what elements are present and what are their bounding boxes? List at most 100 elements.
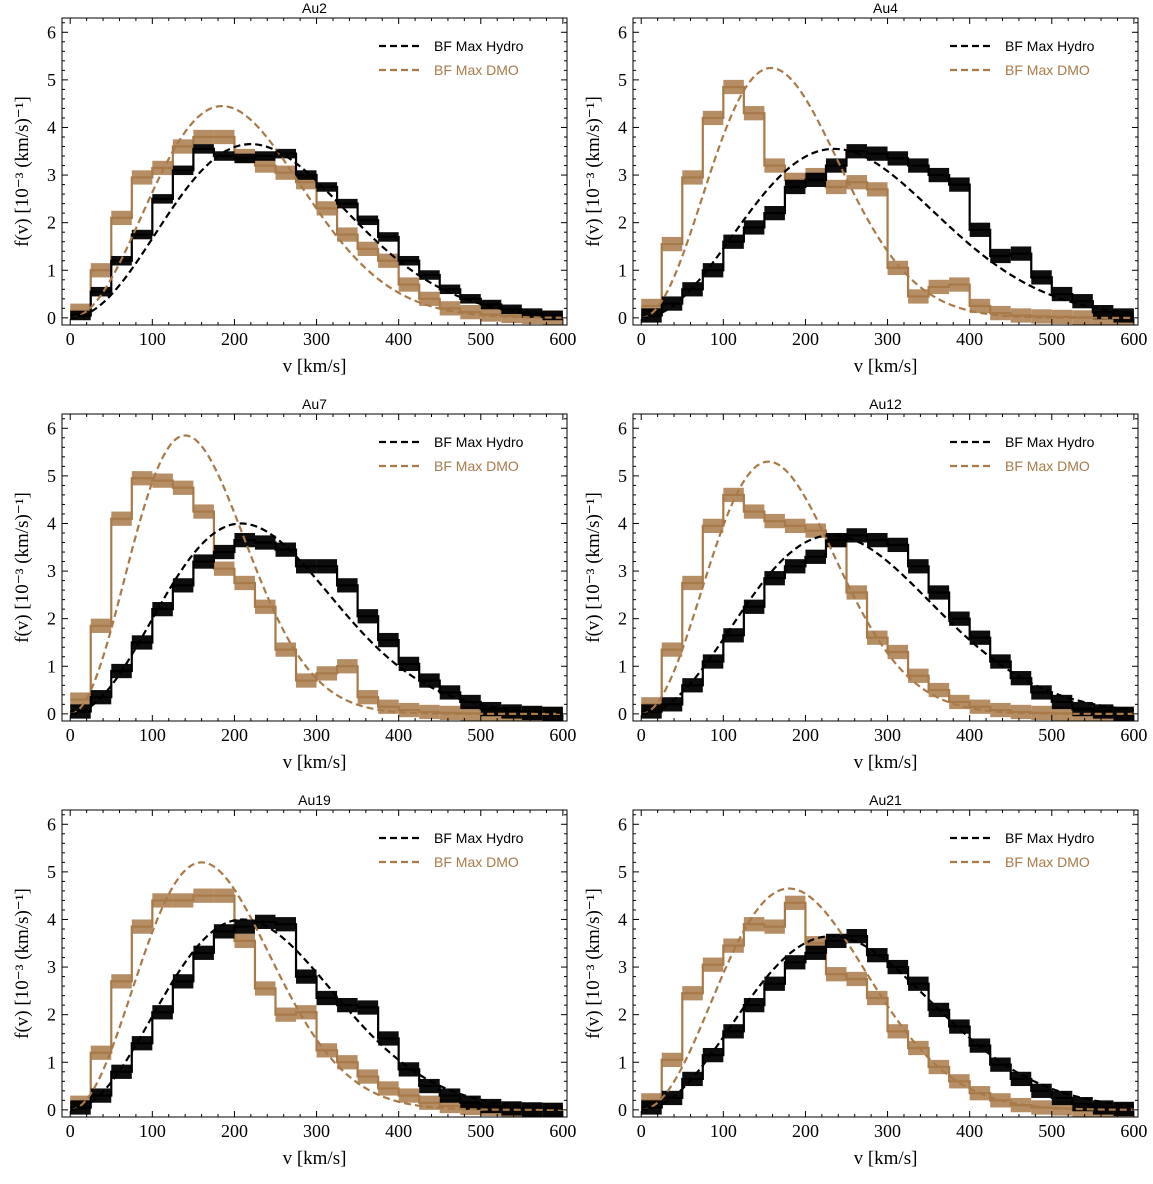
y-tick-label: 6 bbox=[618, 418, 627, 438]
y-tick-label: 0 bbox=[618, 1100, 627, 1120]
hydro-fit-curve bbox=[641, 935, 1134, 1111]
panel-title: Au19 bbox=[298, 792, 331, 808]
dmo-fit-curve bbox=[70, 861, 563, 1111]
dmo-fit-curve bbox=[641, 460, 1134, 715]
x-axis-label: v [km/s] bbox=[283, 752, 347, 773]
y-axis-label: f(v) [10⁻³ (km/s)⁻¹] bbox=[583, 492, 604, 643]
x-axis-label: v [km/s] bbox=[854, 356, 918, 377]
y-tick-label: 3 bbox=[618, 957, 627, 977]
x-tick-label: 100 bbox=[139, 329, 166, 349]
y-axis-label: f(v) [10⁻³ (km/s)⁻¹] bbox=[12, 492, 33, 643]
legend-dmo-label: BF Max DMO bbox=[1005, 458, 1090, 474]
y-tick-label: 1 bbox=[618, 1052, 627, 1072]
x-tick-label: 300 bbox=[303, 329, 330, 349]
legend-hydro-label: BF Max Hydro bbox=[434, 434, 524, 450]
x-tick-label: 600 bbox=[549, 329, 576, 349]
y-tick-label: 3 bbox=[47, 561, 56, 581]
x-tick-label: 500 bbox=[467, 329, 494, 349]
x-tick-label: 100 bbox=[710, 1121, 737, 1141]
x-axis-label: v [km/s] bbox=[283, 356, 347, 377]
x-tick-label: 600 bbox=[549, 725, 576, 745]
legend: BF Max Hydro BF Max DMO bbox=[379, 830, 524, 870]
y-tick-label: 4 bbox=[618, 909, 627, 929]
dmo-step-line bbox=[70, 477, 563, 715]
dmo-fit-curve bbox=[641, 887, 1134, 1111]
y-tick-label: 2 bbox=[47, 213, 56, 233]
y-tick-label: 0 bbox=[47, 704, 56, 724]
y-tick-label: 6 bbox=[47, 22, 56, 42]
hydro-histogram bbox=[70, 914, 563, 1117]
x-tick-label: 100 bbox=[710, 725, 737, 745]
y-tick-label: 4 bbox=[47, 909, 56, 929]
y-tick-label: 1 bbox=[618, 656, 627, 676]
x-tick-label: 400 bbox=[956, 1121, 983, 1141]
x-tick-label: 0 bbox=[66, 329, 75, 349]
y-tick-label: 5 bbox=[47, 466, 56, 486]
legend-dmo-label: BF Max DMO bbox=[434, 62, 519, 78]
panel-title: Au4 bbox=[873, 0, 898, 16]
ticks bbox=[633, 414, 1138, 721]
y-tick-label: 0 bbox=[618, 704, 627, 724]
plot-area bbox=[70, 434, 563, 721]
x-tick-label: 200 bbox=[792, 1121, 819, 1141]
plot-area bbox=[641, 887, 1134, 1117]
hydro-histogram bbox=[641, 528, 1134, 721]
x-tick-label: 600 bbox=[549, 1121, 576, 1141]
x-axis-label: v [km/s] bbox=[854, 1148, 918, 1169]
legend-dmo-label: BF Max DMO bbox=[1005, 62, 1090, 78]
y-tick-label: 5 bbox=[618, 70, 627, 90]
y-axis-label: f(v) [10⁻³ (km/s)⁻¹] bbox=[583, 96, 604, 247]
y-tick-label: 2 bbox=[618, 609, 627, 629]
hydro-fit-curve bbox=[641, 147, 1135, 319]
legend: BF Max Hydro BF Max DMO bbox=[379, 38, 524, 78]
legend-dmo-label: BF Max DMO bbox=[1005, 854, 1090, 870]
y-tick-label: 4 bbox=[618, 513, 627, 533]
panel-title: Au2 bbox=[302, 0, 327, 16]
hydro-step-line bbox=[70, 539, 563, 715]
legend-hydro-label: BF Max Hydro bbox=[1005, 38, 1095, 54]
x-tick-label: 300 bbox=[874, 1121, 901, 1141]
x-tick-label: 400 bbox=[385, 329, 412, 349]
y-tick-label: 2 bbox=[618, 1005, 627, 1025]
legend-hydro-label: BF Max Hydro bbox=[434, 830, 524, 846]
y-axis-label: f(v) [10⁻³ (km/s)⁻¹] bbox=[12, 888, 33, 1039]
x-tick-label: 400 bbox=[385, 1121, 412, 1141]
hydro-fit-curve bbox=[70, 918, 563, 1111]
x-tick-label: 500 bbox=[1038, 1121, 1065, 1141]
plot-frame bbox=[61, 413, 568, 722]
x-tick-label: 600 bbox=[1120, 329, 1147, 349]
x-tick-label: 300 bbox=[303, 725, 330, 745]
y-tick-label: 3 bbox=[47, 165, 56, 185]
plot-area bbox=[641, 460, 1134, 721]
x-tick-label: 200 bbox=[221, 1121, 248, 1141]
legend: BF Max Hydro BF Max DMO bbox=[950, 38, 1095, 78]
y-tick-label: 4 bbox=[618, 117, 627, 137]
x-tick-label: 100 bbox=[710, 329, 737, 349]
plot-area bbox=[70, 861, 563, 1117]
y-tick-label: 1 bbox=[47, 260, 56, 280]
dmo-fit-curve bbox=[70, 434, 563, 715]
legend-dmo-label: BF Max DMO bbox=[434, 854, 519, 870]
x-tick-label: 200 bbox=[792, 329, 819, 349]
dmo-histogram bbox=[641, 487, 1134, 721]
x-tick-label: 500 bbox=[1038, 329, 1065, 349]
legend: BF Max Hydro BF Max DMO bbox=[950, 830, 1095, 870]
x-tick-label: 0 bbox=[637, 329, 646, 349]
plot-frame bbox=[61, 809, 568, 1118]
y-tick-label: 6 bbox=[618, 22, 627, 42]
panel-au19: Au19 0 100 200 300 400 500 600 0 1 2 3 4 5 6 v [km/s] f(… bbox=[12, 792, 576, 1169]
y-tick-label: 0 bbox=[618, 308, 627, 328]
y-axis-label: f(v) [10⁻³ (km/s)⁻¹] bbox=[583, 888, 604, 1039]
x-tick-label: 600 bbox=[1120, 1121, 1147, 1141]
plot-frame bbox=[632, 413, 1139, 722]
dmo-step-line bbox=[70, 135, 563, 319]
dmo-fit-curve bbox=[70, 104, 563, 319]
hydro-fit-curve bbox=[641, 534, 1134, 715]
y-tick-label: 1 bbox=[47, 656, 56, 676]
x-tick-label: 400 bbox=[956, 725, 983, 745]
panel-au4: Au4 0 100 200 300 400 500 600 0 1 2 3 4 5 6 v [km/s] f(v… bbox=[583, 0, 1147, 377]
x-tick-label: 0 bbox=[637, 725, 646, 745]
y-tick-label: 2 bbox=[618, 213, 627, 233]
x-tick-label: 0 bbox=[66, 725, 75, 745]
